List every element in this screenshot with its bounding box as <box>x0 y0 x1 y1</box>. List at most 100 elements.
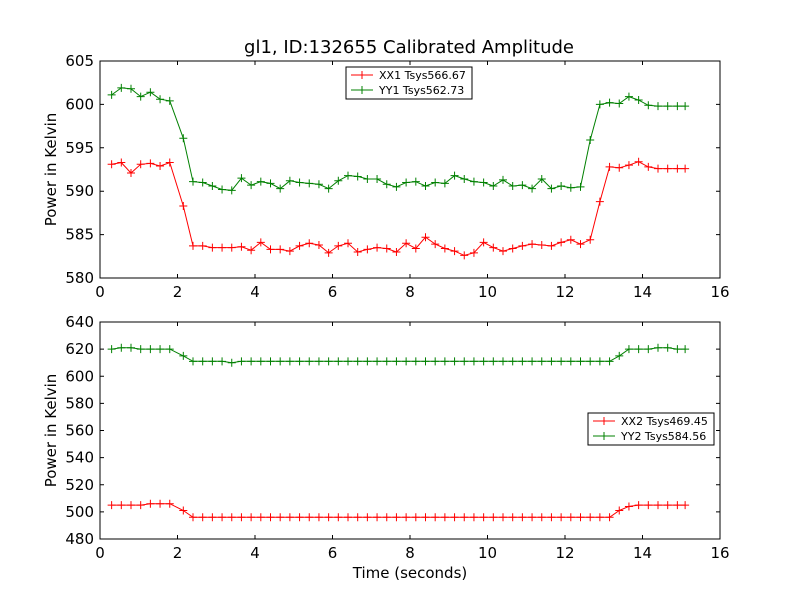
y-tick-label: 600 <box>65 367 94 385</box>
data-point <box>107 501 116 510</box>
data-point <box>595 513 604 522</box>
data-point <box>489 181 498 190</box>
data-point <box>353 172 362 181</box>
data-point <box>421 233 430 242</box>
data-point <box>508 244 517 253</box>
data-point <box>644 345 653 354</box>
data-point <box>489 357 498 366</box>
data-point <box>247 513 256 522</box>
data-point <box>363 513 372 522</box>
data-point <box>353 247 362 256</box>
data-point <box>489 513 498 522</box>
data-point <box>227 358 236 367</box>
legend-marker <box>600 432 608 440</box>
data-point <box>295 357 304 366</box>
data-point <box>198 178 207 187</box>
data-point <box>146 345 155 354</box>
data-point <box>528 357 537 366</box>
data-point <box>136 92 145 101</box>
data-point <box>431 178 440 187</box>
data-point <box>285 357 294 366</box>
data-point <box>499 247 507 256</box>
data-point <box>411 244 420 253</box>
data-point <box>547 357 556 366</box>
data-point <box>156 162 165 171</box>
data-point <box>107 345 116 354</box>
y-tick-label: 540 <box>65 449 94 467</box>
data-point <box>334 241 343 250</box>
data-point <box>237 242 246 251</box>
data-point <box>499 175 507 184</box>
data-point <box>411 357 420 366</box>
data-point <box>314 180 323 189</box>
data-point <box>373 513 382 522</box>
y-tick-label: 585 <box>65 226 94 244</box>
data-point <box>276 184 285 193</box>
data-point <box>156 499 165 508</box>
series-markers-2 <box>107 343 690 367</box>
data-point <box>421 357 430 366</box>
data-point <box>189 513 197 522</box>
data-point <box>402 357 411 366</box>
data-point <box>469 248 478 257</box>
data-point <box>295 513 304 522</box>
data-point <box>595 357 604 366</box>
data-point <box>165 158 174 167</box>
data-point <box>654 501 662 510</box>
data-point <box>256 513 265 522</box>
data-point <box>518 357 527 366</box>
data-point <box>127 343 135 352</box>
y-tick-label: 520 <box>65 476 94 494</box>
data-point <box>305 179 314 188</box>
data-point <box>117 343 126 352</box>
data-point <box>373 357 382 366</box>
data-point <box>146 88 155 97</box>
series-markers-2 <box>107 83 690 195</box>
x-tick-label: 14 <box>633 544 652 562</box>
data-point <box>586 135 595 144</box>
data-point <box>624 92 633 101</box>
data-point <box>295 241 304 250</box>
data-point <box>673 345 682 354</box>
legend-label: XX1 Tsys566.67 <box>379 69 466 82</box>
data-point <box>266 179 275 188</box>
y-tick-label: 560 <box>65 422 94 440</box>
data-point <box>285 247 294 256</box>
data-point <box>373 175 382 184</box>
data-point <box>508 181 517 190</box>
data-point <box>654 343 662 352</box>
bottom-chart: 0 2 4 6 8 10 12 14 16 480 500 520 540 560 580 600 620 640… <box>42 313 730 582</box>
data-point <box>179 201 188 210</box>
data-point <box>460 513 469 522</box>
data-point <box>450 171 459 180</box>
data-point <box>324 184 333 193</box>
data-point <box>324 357 333 366</box>
data-point <box>644 101 653 110</box>
data-point <box>305 239 314 248</box>
data-point <box>344 171 352 180</box>
y-tick-label: 580 <box>65 269 94 287</box>
data-point <box>266 513 275 522</box>
data-point <box>518 181 527 190</box>
data-point <box>440 179 449 188</box>
data-point <box>247 246 256 255</box>
data-point <box>586 357 595 366</box>
data-point <box>440 244 449 253</box>
legend-label: YY1 Tsys562.73 <box>378 84 464 97</box>
figure-title: gl1, ID:132655 Calibrated Amplitude <box>244 37 574 58</box>
legend-label: YY2 Tsys584.56 <box>620 430 706 443</box>
data-point <box>654 102 662 111</box>
data-point <box>634 345 643 354</box>
data-point <box>431 240 440 249</box>
data-point <box>431 357 440 366</box>
data-point <box>615 99 624 108</box>
data-point <box>411 177 420 186</box>
data-point <box>421 181 430 190</box>
data-point <box>615 351 624 360</box>
data-point <box>557 513 566 522</box>
data-point <box>363 357 372 366</box>
data-point <box>256 357 265 366</box>
data-point <box>644 162 653 171</box>
data-point <box>576 513 585 522</box>
